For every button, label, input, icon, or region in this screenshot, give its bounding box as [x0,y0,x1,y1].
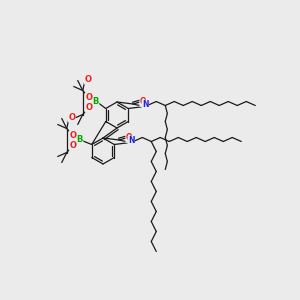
Text: O: O [69,131,76,140]
Text: N: N [128,136,134,145]
Text: B: B [76,135,83,144]
Text: O: O [68,113,75,122]
Text: O: O [126,134,132,142]
Text: B: B [93,97,99,106]
Text: O: O [69,141,76,150]
Text: O: O [140,98,146,106]
Text: N: N [142,100,148,109]
Text: O: O [84,75,91,84]
Text: O: O [85,103,92,112]
Text: O: O [85,93,92,102]
